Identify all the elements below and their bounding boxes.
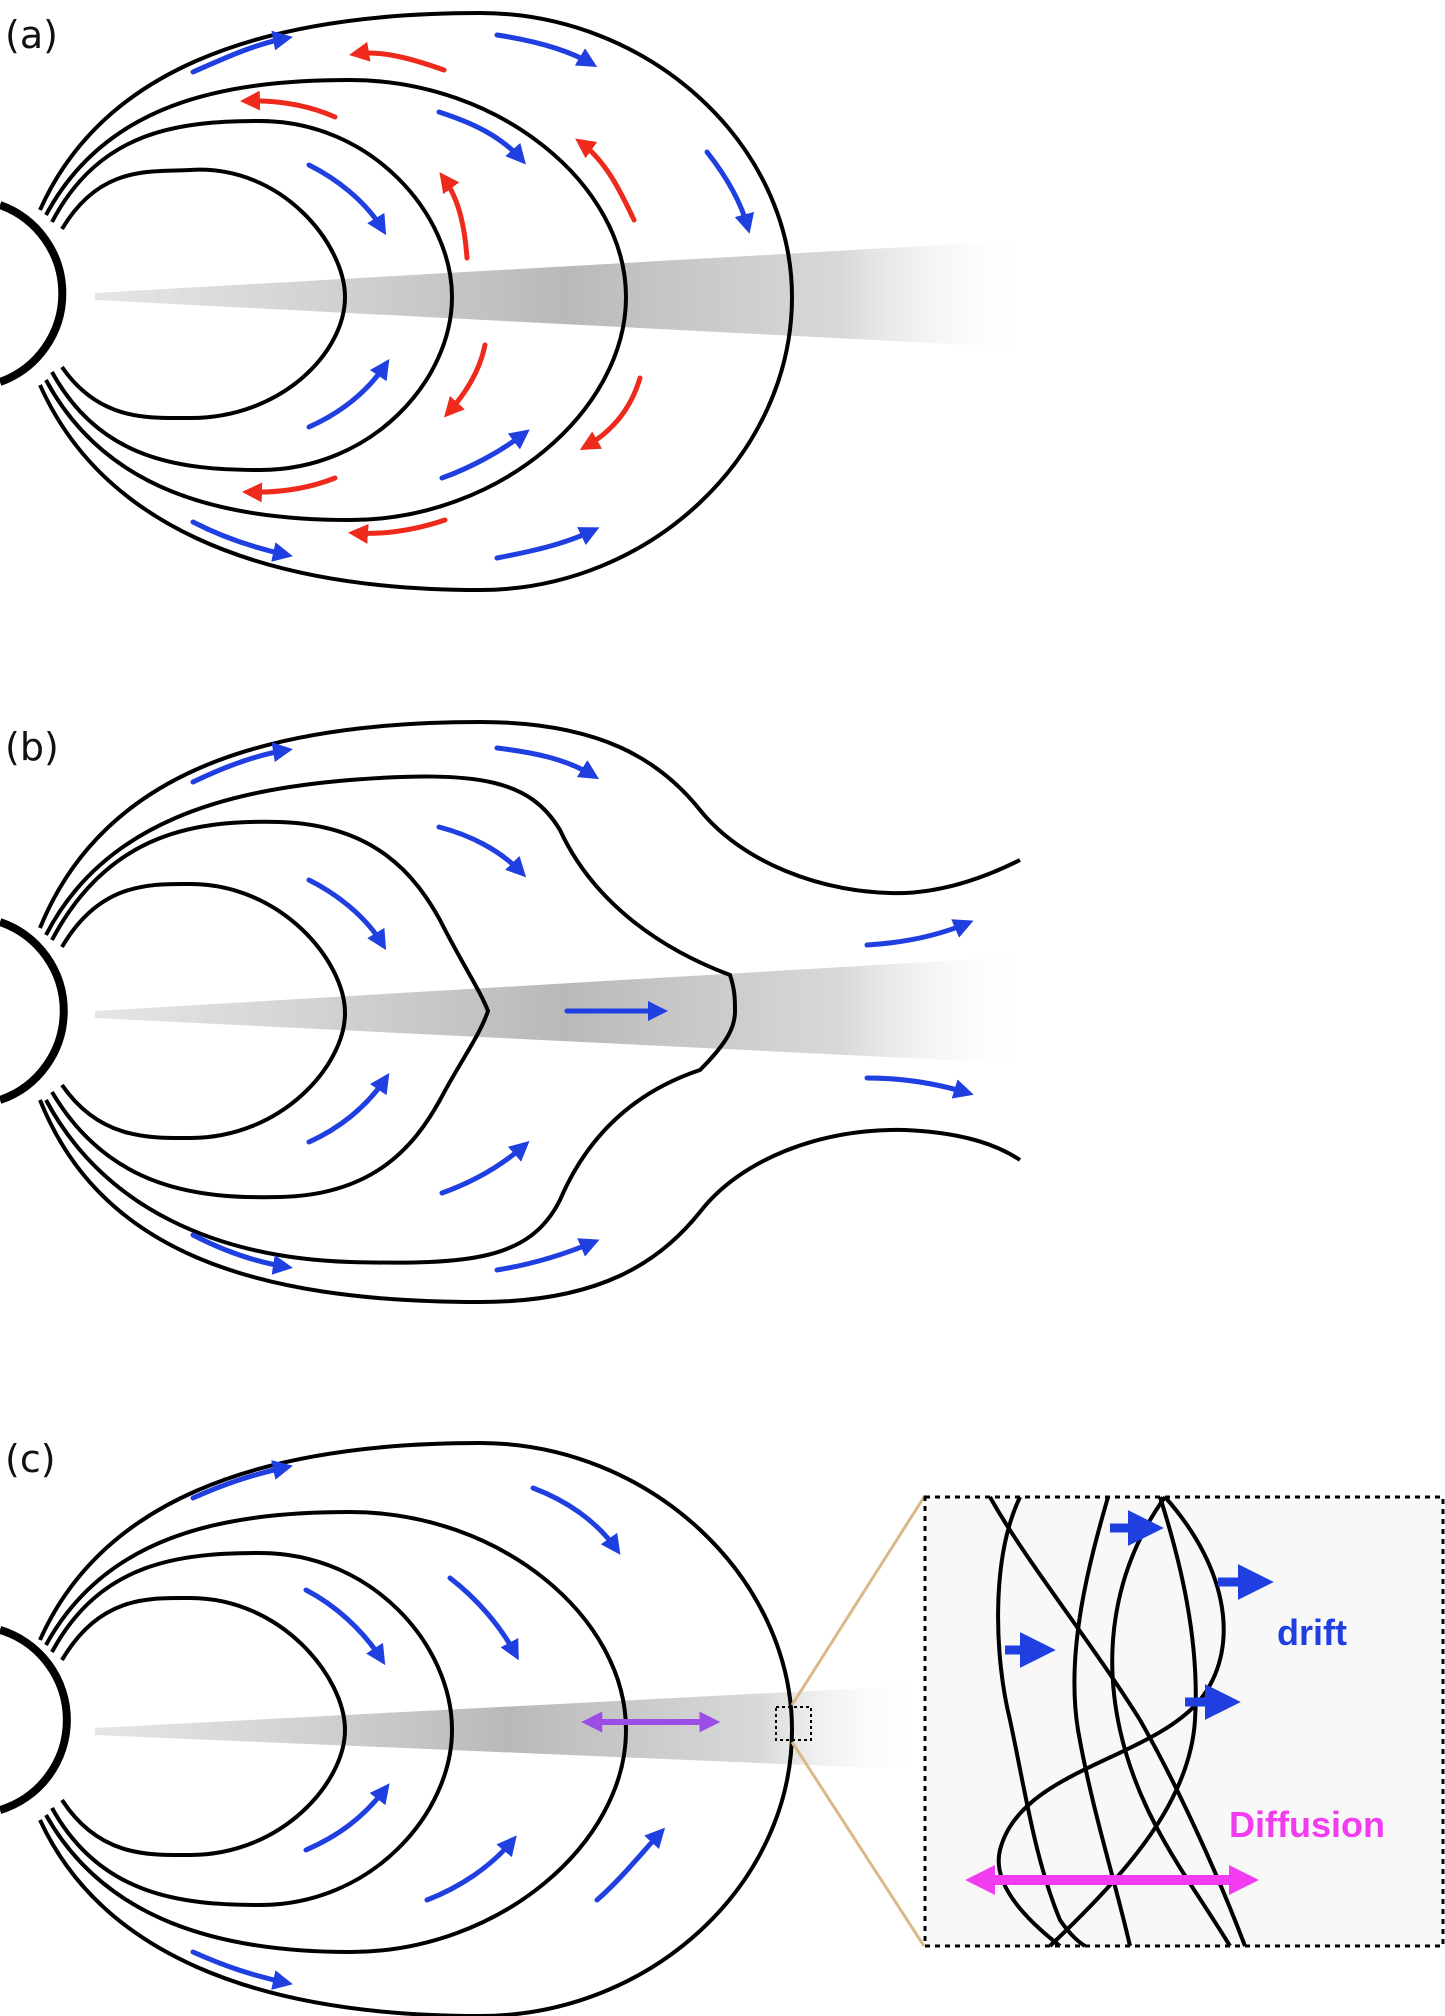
current-sheet-a — [95, 240, 1030, 348]
inflow-arrows-a — [240, 41, 643, 544]
sun-a — [0, 201, 67, 386]
panel-c: (c) — [0, 1437, 1445, 2016]
zoom-region-marker — [775, 1496, 926, 1947]
sun-c — [0, 1626, 71, 1814]
current-sheet-b — [95, 956, 1030, 1064]
panel-b: (b) — [0, 719, 1030, 1305]
panel-c-label: (c) — [5, 1437, 56, 1481]
drift-label: drift — [1277, 1612, 1347, 1653]
diffusion-label: Diffusion — [1229, 1804, 1385, 1845]
field-lines-b — [38, 719, 1022, 1305]
inset-panel: drift Diffusion — [923, 1495, 1445, 1948]
sun-b — [0, 918, 68, 1104]
current-sheet-c — [95, 1685, 925, 1770]
panel-a-label: (a) — [5, 13, 58, 57]
outflow-arrows-a — [190, 30, 755, 562]
outflow-arrows-b — [190, 742, 974, 1275]
panel-a: (a) — [0, 10, 1030, 593]
panel-b-label: (b) — [5, 725, 59, 769]
drift-arrows — [1005, 1510, 1274, 1720]
outflow-arrows-c — [190, 1460, 666, 1990]
